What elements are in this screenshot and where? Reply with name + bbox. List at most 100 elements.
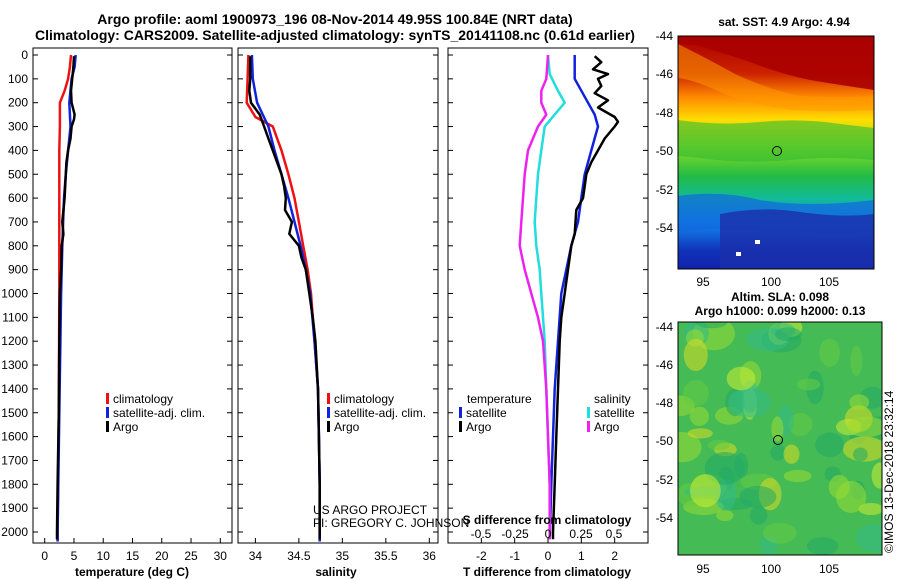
- lat-tick: -54: [656, 221, 674, 235]
- legend-temperature-title: temperature: [467, 392, 532, 406]
- sla-texture: [739, 485, 777, 508]
- legend-satellite: satellite-adj. clim.: [334, 406, 426, 420]
- x-tick-label: 0: [545, 549, 552, 563]
- x-tick-label: 0: [41, 549, 48, 563]
- sla-map-lat-ticks: -44 -46 -48 -50 -52 -54: [656, 320, 674, 525]
- difference-xlabel: T difference from climatology: [463, 565, 631, 579]
- sla-texture: [858, 502, 882, 516]
- depth-tick-label: 0: [21, 48, 28, 62]
- lat-tick: -44: [656, 320, 674, 334]
- s-tick: -0.5: [471, 527, 492, 541]
- series-argo: [248, 56, 321, 540]
- x-tick-label: 15: [126, 549, 140, 563]
- legend-swatch-s-satellite: [587, 407, 590, 418]
- s-tick: -0.25: [501, 527, 529, 541]
- legend-swatch-s-argo: [587, 421, 590, 432]
- temperature-lines: [55, 54, 77, 542]
- temperature-panel-frame: [32, 47, 233, 544]
- difference-legend: temperature satellite Argo salinity sate…: [459, 392, 635, 434]
- sla-texture: [819, 338, 840, 367]
- sla-map-lon-ticks: 95 100 105: [696, 562, 839, 576]
- legend-swatch-climatology: [106, 393, 109, 404]
- sla-texture: [855, 523, 882, 552]
- sst-map-lat-ticks: -44 -46 -48 -50 -52 -54: [656, 29, 674, 235]
- x-tick-label: 25: [184, 549, 198, 563]
- lon-tick: 100: [761, 562, 781, 576]
- lat-tick: -52: [656, 473, 674, 487]
- depth-tick-label: 200: [8, 96, 28, 110]
- sla-texture: [796, 378, 821, 391]
- depth-tick-label: 1700: [1, 453, 28, 467]
- difference-lines: [518, 54, 620, 540]
- sla-texture: [689, 474, 721, 508]
- sla-texture: [788, 412, 813, 436]
- legend-salinity-title: salinity: [594, 392, 631, 406]
- series-temperature-satellite: [548, 55, 600, 540]
- lat-tick: -50: [656, 434, 674, 448]
- title-line-2: Climatology: CARS2009. Satellite-adjuste…: [35, 27, 635, 43]
- lon-tick: 95: [696, 275, 710, 289]
- lat-tick: -46: [656, 67, 674, 81]
- depth-tick-label: 1800: [1, 477, 28, 491]
- x-tick-label: 36: [423, 549, 437, 563]
- sla-texture: [707, 439, 730, 451]
- depth-tick-label: 600: [8, 191, 28, 205]
- sla-map: [678, 322, 882, 555]
- legend-climatology: climatology: [113, 392, 173, 406]
- legend-argo: Argo: [113, 420, 139, 434]
- lat-tick: -46: [656, 358, 674, 372]
- depth-axis: 0 100 200 300 400 500 600 700 800 900 1000 1100 1200…: [1, 48, 648, 539]
- sla-texture: [846, 416, 882, 438]
- legend-argo: Argo: [334, 420, 360, 434]
- legend-swatch-satellite: [106, 407, 109, 418]
- x-tick-label: 1: [578, 549, 585, 563]
- sla-texture: [678, 432, 702, 463]
- lon-tick: 100: [761, 275, 781, 289]
- sla-map-frame: [677, 321, 883, 556]
- sla-map-title-1: Altim. SLA: 0.098: [731, 290, 829, 304]
- legend-swatch-argo: [327, 421, 330, 432]
- salinity-lines: [245, 54, 321, 542]
- sla-texture: [728, 388, 772, 418]
- lat-tick: -48: [656, 396, 674, 410]
- x-axis-ticks: 0 5 10 15 20 25 30 34 34.5 35 35.5 36 -2 -1 0 1 2: [41, 538, 618, 563]
- x-tick-label: 2: [611, 549, 618, 563]
- lon-tick: 105: [819, 562, 839, 576]
- lat-tick: -52: [656, 183, 674, 197]
- imos-credit: ©IMOS 13-Dec-2018 23:32:14: [882, 390, 896, 553]
- legend-s-argo: Argo: [594, 420, 620, 434]
- salinity-legend: climatology satellite-adj. clim. Argo: [327, 392, 426, 434]
- depth-tick-label: 800: [8, 239, 28, 253]
- x-tick-label: 5: [71, 549, 78, 563]
- sla-texture: [770, 444, 786, 461]
- pi-credit: PI: GREGORY C. JOHNSON: [313, 516, 469, 530]
- sla-texture: [716, 510, 734, 521]
- sla-texture: [695, 322, 728, 329]
- salinity-panel-frame: [237, 47, 439, 544]
- s-tick: 0: [545, 527, 552, 541]
- sla-texture: [726, 366, 756, 391]
- depth-tick-label: 2000: [1, 525, 28, 539]
- x-tick-label: 35: [336, 549, 350, 563]
- sla-texture: [835, 481, 867, 513]
- sla-texture: [683, 338, 708, 372]
- x-tick-label: 30: [214, 549, 228, 563]
- sla-texture: [850, 345, 863, 377]
- sla-map-title-2: Argo h1000: 0.099 h2000: 0.13: [695, 304, 866, 318]
- sla-texture: [683, 380, 709, 407]
- argo-location-marker: [772, 146, 782, 156]
- lat-tick: -50: [656, 144, 674, 158]
- series-temperature-argo: [551, 55, 620, 540]
- depth-tick-label: 100: [8, 72, 28, 86]
- sla-texture: [689, 406, 709, 427]
- legend-swatch-climatology: [327, 393, 330, 404]
- sla-texture: [774, 327, 802, 342]
- x-tick-label: 35.5: [374, 549, 398, 563]
- lat-tick: -48: [656, 106, 674, 120]
- legend-climatology: climatology: [334, 392, 394, 406]
- title-line-1: Argo profile: aoml 1900973_196 08-Nov-20…: [97, 11, 573, 27]
- project-credit: US ARGO PROJECT: [313, 503, 428, 517]
- legend-t-satellite: satellite: [466, 406, 507, 420]
- legend-swatch-t-argo: [459, 421, 462, 432]
